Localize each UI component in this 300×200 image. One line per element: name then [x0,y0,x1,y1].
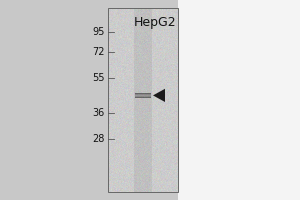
Text: 55: 55 [92,73,105,83]
Bar [108,8,178,192]
Text: 36: 36 [93,108,105,118]
Text: HepG2: HepG2 [134,16,176,29]
Polygon shape [153,89,165,102]
Text: 72: 72 [92,47,105,57]
Bar [178,0,300,200]
Bar [0,0,108,200]
Text: 28: 28 [93,134,105,144]
Text: 95: 95 [93,27,105,37]
